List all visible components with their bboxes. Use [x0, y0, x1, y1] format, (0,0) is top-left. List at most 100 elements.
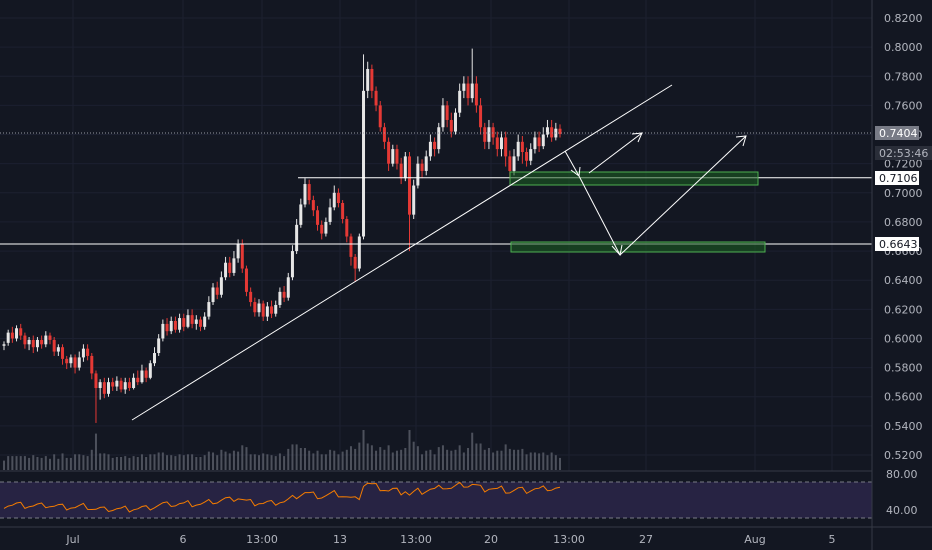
- candle-body: [525, 152, 529, 161]
- volume-bar: [421, 454, 424, 470]
- volume-bar: [308, 450, 311, 470]
- candle-body: [428, 141, 432, 157]
- volume-bar: [99, 453, 102, 470]
- candle-body: [353, 256, 357, 269]
- volume-bar: [354, 448, 357, 470]
- volume-bar: [128, 457, 131, 470]
- volume-bar: [124, 456, 127, 470]
- y-tick: 0.6000: [884, 332, 923, 345]
- volume-bar: [316, 450, 319, 470]
- candle-body: [399, 163, 403, 179]
- volume-bar: [462, 452, 465, 470]
- volume-bars: [3, 430, 561, 470]
- volume-bar: [78, 454, 81, 470]
- candle-body: [437, 127, 441, 150]
- volume-bar: [496, 450, 499, 470]
- volume-bar: [220, 449, 223, 470]
- candle-body: [311, 200, 315, 211]
- volume-bar: [521, 448, 524, 470]
- svg-text:0.6643: 0.6643: [879, 238, 918, 251]
- candle-body: [299, 204, 303, 225]
- level-2-badge: 0.6643: [875, 237, 919, 251]
- volume-bar: [425, 450, 428, 470]
- candle-body: [107, 382, 111, 394]
- candle-body: [529, 149, 533, 161]
- horizontal-grid: [0, 17, 872, 456]
- support-zone-1[interactable]: [509, 171, 759, 186]
- candle-body: [508, 156, 512, 171]
- volume-bar: [61, 453, 64, 470]
- volume-bar: [237, 451, 240, 470]
- volume-bar: [283, 456, 286, 470]
- candle-body: [115, 380, 119, 387]
- volume-bar: [207, 451, 210, 470]
- candle-body: [10, 332, 14, 339]
- candle-body: [316, 210, 320, 225]
- volume-bar: [295, 444, 298, 470]
- candle-body: [349, 236, 353, 257]
- candle-body: [395, 149, 399, 164]
- volume-bar: [274, 456, 277, 470]
- volume-bar: [182, 455, 185, 470]
- support-zone-2[interactable]: [510, 241, 766, 253]
- candle-body: [412, 185, 416, 215]
- projection-path[interactable]: [564, 132, 747, 257]
- volume-bar: [370, 445, 373, 470]
- volume-bar: [542, 452, 545, 470]
- candle-body: [307, 184, 311, 201]
- volume-bar: [546, 455, 549, 470]
- volume-bar: [320, 454, 323, 470]
- candle-body: [545, 127, 549, 135]
- volume-bar: [391, 452, 394, 470]
- volume-bar: [40, 457, 43, 470]
- volume-bar: [329, 449, 332, 470]
- volume-bar: [525, 454, 528, 470]
- volume-bar: [258, 455, 261, 470]
- rsi-band-fill: [0, 482, 872, 518]
- volume-bar: [504, 444, 507, 470]
- volume-bar: [529, 452, 532, 470]
- svg-text:0.7404: 0.7404: [879, 127, 918, 140]
- candle-body: [374, 90, 378, 106]
- candle-body: [123, 382, 127, 390]
- trendline[interactable]: [131, 84, 673, 421]
- rsi-tick-40: 40.00: [886, 504, 918, 517]
- candle-body: [215, 287, 219, 295]
- volume-bar: [203, 455, 206, 470]
- candle-body: [449, 119, 453, 132]
- candle-body: [236, 243, 240, 259]
- candle-body: [56, 347, 60, 352]
- volume-bar: [140, 454, 143, 470]
- candle-body: [336, 192, 340, 203]
- volume-bar: [500, 450, 503, 470]
- volume-bar: [487, 448, 490, 470]
- volume-bar: [216, 455, 219, 470]
- candle-body: [86, 348, 90, 356]
- candle-body: [416, 163, 420, 186]
- candle-body: [541, 134, 545, 147]
- volume-bar: [199, 457, 202, 470]
- candle-body: [466, 83, 470, 99]
- volume-bar: [32, 455, 35, 470]
- volume-bar: [19, 456, 22, 470]
- candle-body: [240, 243, 244, 269]
- candle-body: [253, 302, 257, 313]
- volume-bar: [195, 457, 198, 470]
- candle-body: [491, 127, 495, 138]
- volume-bar: [11, 456, 14, 470]
- candle-body: [483, 127, 487, 142]
- candle-body: [282, 291, 286, 298]
- volume-bar: [379, 447, 382, 470]
- volume-bar: [508, 448, 511, 470]
- volume-bar: [7, 456, 10, 470]
- x-tick-jul: Jul: [65, 533, 79, 546]
- last-price-badge: 0.7404: [875, 126, 919, 140]
- volume-bar: [450, 450, 453, 470]
- candle-body: [504, 137, 508, 157]
- candle-body: [470, 83, 474, 99]
- candle-body: [102, 382, 106, 394]
- volume-bar: [245, 447, 248, 470]
- volume-bar: [278, 453, 281, 470]
- volume-bar: [559, 457, 561, 470]
